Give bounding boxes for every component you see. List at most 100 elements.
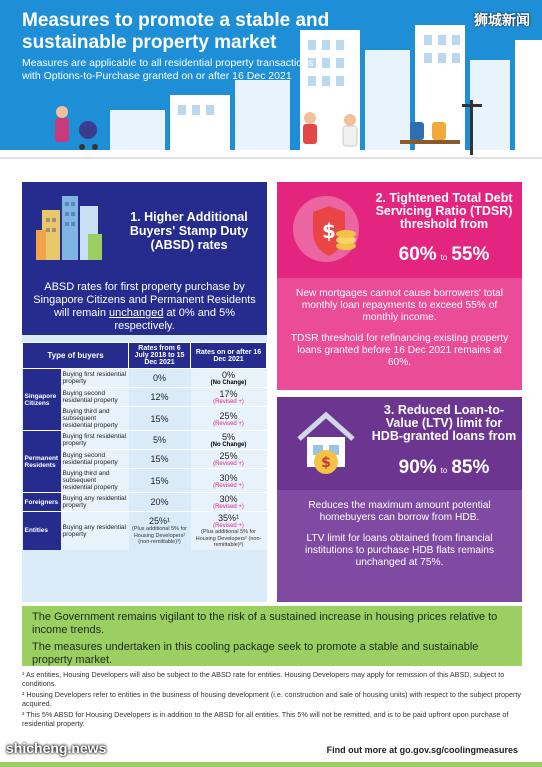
rate-after: 5%: [221, 432, 235, 442]
rate-after-cell: 17% (Revised +): [190, 387, 267, 407]
tdsr-to-word: to: [440, 253, 448, 262]
change-badge: (Revised +): [213, 399, 244, 405]
rate-from: 25%¹: [148, 516, 170, 526]
table-row: Permanent Residents Buying first residen…: [22, 430, 267, 493]
tdsr-body: New mortgages cannot cause borrowers' to…: [277, 278, 522, 390]
rate-from: 15%: [128, 468, 191, 493]
absd-intro: ABSD rates for first property purchase b…: [22, 267, 267, 335]
buyer-type: Buying any residential property: [60, 511, 129, 550]
city-skyline-illustration: [0, 25, 542, 170]
col-header-buyers: Type of buyers: [22, 342, 129, 369]
ltv-body: Reduces the maximum amount potential hom…: [277, 490, 522, 602]
table-row: Foreigners Buying any residential proper…: [22, 492, 267, 512]
footnote-3: ³ This 5% ABSD for Housing Developers is…: [22, 710, 509, 728]
rate-after: 30%: [219, 494, 238, 504]
rate-from: 15%: [128, 449, 191, 469]
statement-para1: The Government remains vigilant to the r…: [32, 611, 498, 636]
rate-after-cell: 30% (Revised +): [190, 468, 267, 493]
ltv-para1: Reduces the maximum amount potential hom…: [308, 500, 491, 523]
statement-para2: The measures undertaken in this cooling …: [32, 641, 479, 666]
change-badge: (No Change): [210, 442, 247, 448]
footnote-1: ¹ As entities, Housing Developers will a…: [22, 670, 505, 688]
buyer-type: Buying third and subsequent residential …: [60, 468, 129, 493]
house-dollar-icon: $: [297, 411, 355, 474]
tdsr-section: $ 2. Tightened Total Debt Servicing Rati…: [277, 182, 522, 390]
table-row: Buying third and subsequent residential …: [23, 468, 267, 493]
rate-after: 25%: [219, 451, 238, 461]
change-badge: (Revised +): [213, 461, 244, 467]
government-statement: The Government remains vigilant to the r…: [22, 606, 522, 666]
buyer-type: Buying third and subsequent residential …: [60, 406, 129, 431]
table-row: Buying second residential property 12% 1…: [23, 387, 267, 407]
rate-after: 35%¹: [217, 513, 239, 523]
table-row: Buying second residential property 15% 2…: [23, 449, 267, 469]
rate-after-cell: 5% (No Change): [190, 430, 267, 450]
rate-from: 0%: [128, 368, 191, 388]
buyer-type: Buying first residential property: [60, 430, 129, 450]
rate-note: (Plus additional 5% for Housing Develope…: [195, 529, 262, 548]
watermark-bottom: shicheng.news: [6, 740, 107, 756]
svg-text:$: $: [321, 455, 331, 471]
footnote-2: ² Housing Developers refer to entities i…: [22, 690, 522, 708]
ltv-from: 90%: [398, 457, 437, 478]
buyer-type: Buying second residential property: [60, 387, 129, 407]
change-badge: (Revised +): [213, 523, 244, 529]
rate-after: 25%: [219, 410, 238, 421]
table-row: Singapore Citizens Buying first resident…: [22, 368, 267, 431]
absd-intro-underlined: unchanged: [109, 307, 164, 319]
buildings-icon: [36, 196, 102, 260]
header-banner: Measures to promote a stable and sustain…: [0, 0, 542, 170]
absd-header: 1. Higher Additional Buyers' Stamp Duty …: [22, 182, 267, 267]
rate-from: 15%: [128, 406, 191, 431]
absd-section: 1. Higher Additional Buyers' Stamp Duty …: [22, 182, 267, 602]
rate-from: 5%: [128, 430, 191, 450]
group-label: Foreigners: [22, 492, 61, 512]
change-badge: (No Change): [210, 380, 247, 386]
rate-after: 17%: [219, 389, 238, 399]
page-title: Measures to promote a stable and sustain…: [22, 10, 330, 53]
rate-from-cell: 25%¹ (Plus additional 5% for Housing Deve…: [128, 511, 191, 550]
rate-note: (Plus additional 5% for Housing Develope…: [131, 526, 188, 545]
page-subtitle: Measures are applicable to all residenti…: [22, 57, 314, 82]
change-badge: (Revised +): [213, 504, 244, 510]
watermark-top: 狮城新闻: [474, 12, 530, 28]
people-illustration: [55, 100, 482, 155]
ltv-title: 3. Reduced Loan-to-Value (LTV) limit for…: [371, 403, 517, 443]
absd-title: 1. Higher Additional Buyers' Stamp Duty …: [129, 210, 249, 252]
tdsr-from: 60%: [398, 244, 437, 265]
rate-after: 0%: [221, 370, 235, 380]
tdsr-para2: TDSR threshold for refinancing existing …: [290, 333, 509, 368]
rate-from: 12%: [128, 387, 191, 407]
table-row: Entities Buying any residential property…: [22, 511, 267, 550]
tdsr-title: 2. Tightened Total Debt Servicing Ratio …: [375, 191, 513, 231]
buyer-type: Buying any residential property: [60, 492, 129, 512]
change-badge: (Revised +): [213, 482, 244, 489]
rate-after-cell: 0% (No Change): [190, 368, 267, 388]
rate-after-cell: 30% (Revised +): [190, 492, 267, 512]
rate-from: 20%: [128, 492, 191, 512]
ltv-to: 85%: [451, 457, 490, 478]
bottom-strip: [0, 762, 542, 767]
group-label: Singapore Citizens: [22, 368, 61, 431]
rate-after-cell: 35%¹ (Revised +) (Plus additional 5% for H…: [190, 511, 267, 550]
rate-after: 30%: [219, 472, 238, 483]
change-badge: (Revised +): [213, 420, 244, 427]
tdsr-para1: New mortgages cannot cause borrowers' to…: [296, 288, 503, 323]
absd-intro-after: at 0% and 5% respectively.: [114, 307, 236, 332]
absd-intro-before: ABSD rates for first property purchase b…: [33, 281, 256, 319]
buyer-type: Buying second residential property: [60, 449, 129, 469]
col-header-rates-after: Rates on or after 16 Dec 2021: [190, 342, 267, 369]
coins-shield-icon: $: [293, 196, 359, 262]
rate-after-cell: 25% (Revised +): [190, 449, 267, 469]
find-out-more-link[interactable]: Find out more at go.gov.sg/coolingmeasur…: [326, 745, 518, 755]
ltv-para2: LTV limit for loans obtained from financ…: [304, 533, 495, 568]
ltv-section: $ 3. Reduced Loan-to-Value (LTV) limit f…: [277, 397, 522, 602]
table-row: Buying third and subsequent residential …: [23, 406, 267, 431]
col-header-rates-from: Rates from 6 July 2018 to 15 Dec 2021: [128, 342, 191, 369]
footnotes: ¹ As entities, Housing Developers will a…: [22, 670, 522, 732]
buyer-type: Buying first residential property: [60, 368, 129, 388]
group-label: Entities: [22, 511, 61, 550]
svg-text:$: $: [322, 219, 336, 243]
rate-after-cell: 25% (Revised +): [190, 406, 267, 431]
